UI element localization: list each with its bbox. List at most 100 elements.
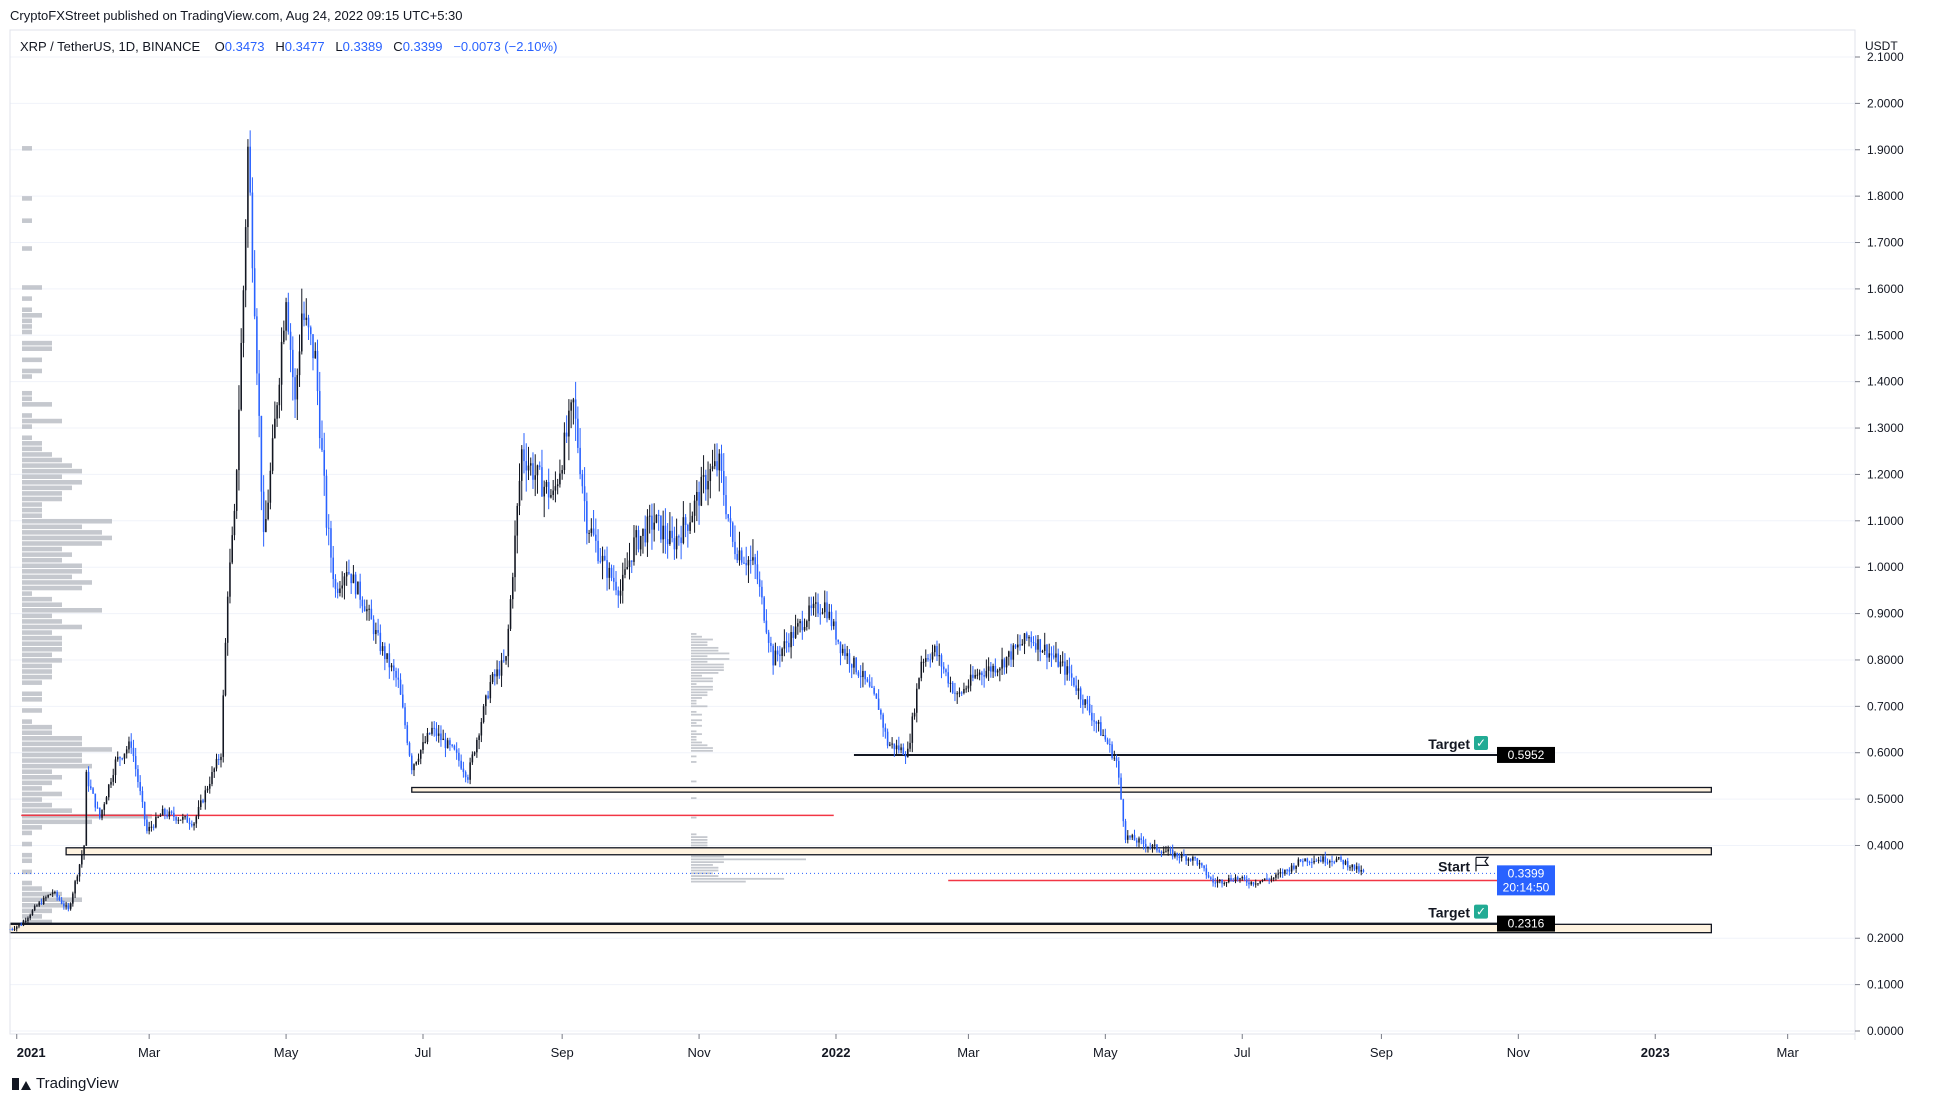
candle-body (309, 327, 312, 335)
volume-profile-bar (22, 552, 72, 557)
candle-body (1216, 881, 1219, 884)
candle-body (1144, 843, 1147, 848)
horizontal-levels[interactable] (10, 753, 1497, 925)
volume-profile-bar (691, 655, 708, 658)
volume-profile-bar (691, 633, 697, 635)
low-label: L (335, 39, 343, 54)
candle-body (29, 915, 31, 919)
volume-profile-bar (691, 761, 697, 763)
candle-body (1328, 860, 1331, 863)
candle-body (819, 613, 822, 615)
candle-body (121, 758, 124, 760)
symbol-legend[interactable]: XRP / TetherUS, 1D, BINANCE O0.3473 H0.3… (20, 39, 557, 54)
price-tick-label: 0.2000 (1867, 931, 1904, 945)
candle-body (511, 577, 514, 600)
candle-body (179, 819, 182, 821)
candle-body (1227, 878, 1230, 883)
candle-body (1212, 878, 1214, 883)
candle-body (217, 758, 220, 761)
tradingview-brand[interactable]: TradingView (12, 1075, 119, 1092)
candle-body (22, 921, 25, 926)
volume-profile-bar (22, 602, 62, 608)
candle-body (1187, 858, 1190, 861)
candle-body (325, 475, 328, 528)
price-tick-label: 0.1000 (1867, 978, 1904, 992)
candle-body (1351, 864, 1354, 868)
candle-body (1129, 835, 1131, 838)
close-value: 0.3399 (402, 39, 443, 54)
candle-body (1100, 722, 1102, 736)
candle-body (812, 603, 815, 609)
candle-body (534, 475, 537, 480)
candle-body (1162, 851, 1165, 854)
candle-series[interactable] (9, 130, 1365, 932)
candle-body (556, 484, 559, 487)
volume-profile-bar (691, 841, 708, 844)
candle-body (395, 670, 397, 678)
candle-body (1203, 865, 1205, 869)
candle-body (67, 905, 70, 910)
candle-body (440, 733, 442, 741)
candle-body (1066, 666, 1068, 675)
candle-body (1126, 835, 1129, 840)
candle-body (635, 530, 638, 538)
candle-body (431, 727, 433, 734)
volume-profile-bar (691, 702, 697, 705)
candle-body (1037, 639, 1039, 650)
volume-profile-bar (22, 747, 112, 752)
candle-body (1353, 864, 1356, 870)
candle-body (880, 709, 882, 715)
candle-body (1088, 703, 1091, 713)
candle-body (974, 675, 976, 678)
candle-body (1077, 688, 1080, 691)
brand-label: TradingView (36, 1075, 119, 1092)
candle-body (462, 768, 465, 773)
candle-body (1257, 883, 1259, 885)
time-tick-label: Mar (138, 1045, 161, 1060)
candle-body (1317, 859, 1320, 861)
candle-body (983, 675, 985, 677)
candle-body (1095, 721, 1098, 724)
candle-body (547, 481, 550, 498)
candle-body (1160, 851, 1163, 854)
volume-profile-bar (22, 624, 82, 630)
candle-body (1064, 661, 1066, 675)
price-axis[interactable]: 2.1000 2.0000 1.9000 1.8000 1.7000 1.6000 1.50… (1855, 50, 1904, 1038)
candle-body (761, 586, 763, 598)
candle-body (727, 514, 730, 519)
candle-body (422, 742, 424, 751)
candle-body (141, 791, 144, 802)
candle-body (1021, 643, 1024, 646)
candle-body (954, 692, 956, 694)
volume-profile-bar (22, 802, 52, 808)
candle-body (900, 747, 902, 751)
symbol-name[interactable]: XRP / TetherUS, 1D, BINANCE (20, 39, 201, 54)
candle-body (1268, 879, 1270, 881)
candle-body (166, 814, 168, 817)
candle-body (933, 646, 936, 653)
volume-profile-bar (22, 479, 82, 485)
candle-body (889, 744, 891, 746)
candle-body (1122, 799, 1125, 822)
candle-body (480, 722, 483, 736)
volume-profile-bar (22, 524, 82, 530)
candle-body (103, 804, 106, 810)
candle-body (1358, 866, 1360, 872)
candle-body (60, 900, 63, 904)
candle-body (1061, 661, 1064, 663)
candle-body (720, 453, 723, 472)
candle-body (788, 642, 790, 648)
candle-body (305, 317, 308, 320)
start-label: Start (1438, 858, 1470, 874)
candle-body (170, 811, 173, 813)
candle-body (345, 572, 348, 577)
candle-body (945, 669, 947, 673)
candle-body (42, 897, 45, 904)
candle-body (15, 926, 18, 929)
candle-body (588, 532, 590, 534)
candle-body (572, 399, 575, 403)
candle-body (740, 550, 743, 563)
time-axis[interactable]: 2021 Mar May Jul Sep Nov 2022 Mar May Jul Sep Nov 20… (16, 1034, 1800, 1060)
candle-body (460, 760, 462, 769)
